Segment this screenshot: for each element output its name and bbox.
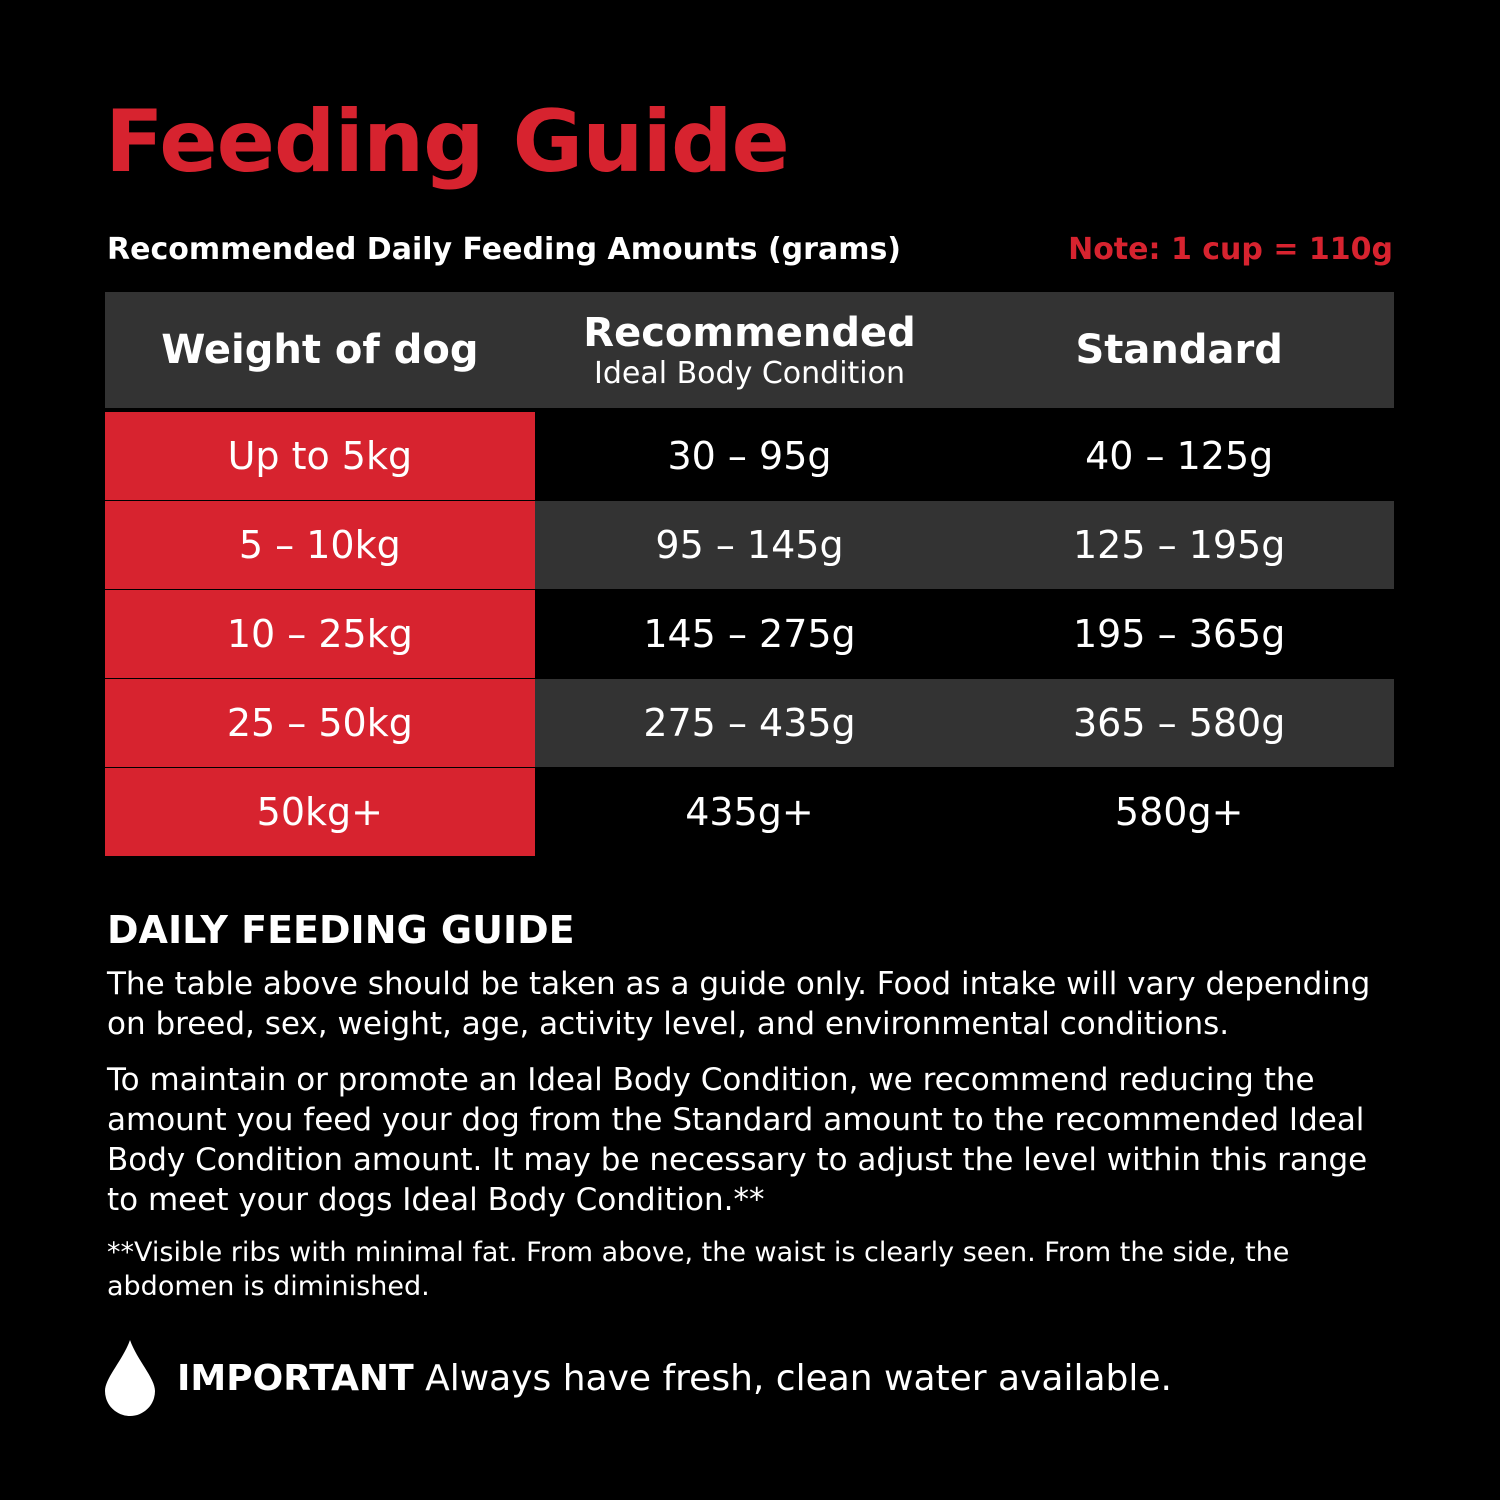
header-row: Weight of dog Recommended Ideal Body Cond…	[105, 292, 1394, 408]
table-cell: 30 – 95g	[667, 434, 832, 478]
subtitle: Recommended Daily Feeding Amounts (grams…	[107, 232, 902, 267]
table-row: 10 – 25kg 145 – 275g 195 – 365g	[105, 590, 1394, 678]
important-label: IMPORTANT	[177, 1357, 414, 1399]
table-cell: 95 – 145g	[655, 523, 844, 567]
important-text: Always have fresh, clean water available…	[425, 1357, 1172, 1399]
table-cell: 40 – 125g	[1085, 434, 1274, 478]
table-cell: 5 – 10kg	[105, 501, 535, 589]
table-row: 5 – 10kg 95 – 145g 125 – 195g	[105, 501, 1394, 589]
col-title: Weight of dog	[161, 327, 479, 373]
table-row: 50kg+ 435g+ 580g+	[105, 768, 1394, 856]
table-cell: 195 – 365g	[1073, 612, 1286, 656]
guide-heading: DAILY FEEDING GUIDE	[107, 908, 575, 952]
footnote: **Visible ribs with minimal fat. From ab…	[107, 1237, 1290, 1302]
table-cell: 275 – 435g	[643, 701, 856, 745]
header-cell: Recommended Ideal Body Condition	[535, 292, 965, 408]
table-cell: 365 – 580g	[1073, 701, 1286, 745]
table: Weight of dog Recommended Ideal Body Cond…	[105, 292, 1394, 857]
table-body: Up to 5kg 30 – 95g 40 – 125g 5 – 10kg 95 – 1…	[105, 412, 1394, 856]
table-cell: 25 – 50kg	[105, 679, 535, 767]
paragraph: The table above should be taken as a gui…	[107, 966, 1371, 1042]
important: IMPORTANT Always have fresh, clean water…	[105, 1340, 1172, 1416]
table-cell: 145 – 275g	[643, 612, 856, 656]
table-cell: 580g+	[1114, 790, 1244, 834]
table-cell: 125 – 195g	[1073, 523, 1286, 567]
water-drop-icon	[105, 1340, 155, 1416]
table-cell: 10 – 25kg	[105, 590, 535, 678]
guide: DAILY FEEDING GUIDE The table above shou…	[107, 908, 1397, 1320]
col-subtitle: Ideal Body Condition	[593, 355, 906, 391]
table-row: 25 – 50kg 275 – 435g 365 – 580g	[105, 679, 1394, 767]
col-title: Standard	[1075, 327, 1283, 373]
title: Feeding Guide	[105, 92, 790, 192]
note: Note: 1 cup = 110g	[1068, 232, 1393, 267]
table-cell: Up to 5kg	[105, 412, 535, 500]
header-cell: Standard	[964, 292, 1394, 408]
table-cell: 50kg+	[105, 768, 535, 856]
table-cell: 435g+	[685, 790, 814, 834]
header-cell: Weight of dog	[105, 292, 535, 408]
col-title: Recommended	[583, 309, 916, 356]
table-row: Up to 5kg 30 – 95g 40 – 125g	[105, 412, 1394, 500]
paragraph: To maintain or promote an Ideal Body Con…	[107, 1062, 1368, 1218]
